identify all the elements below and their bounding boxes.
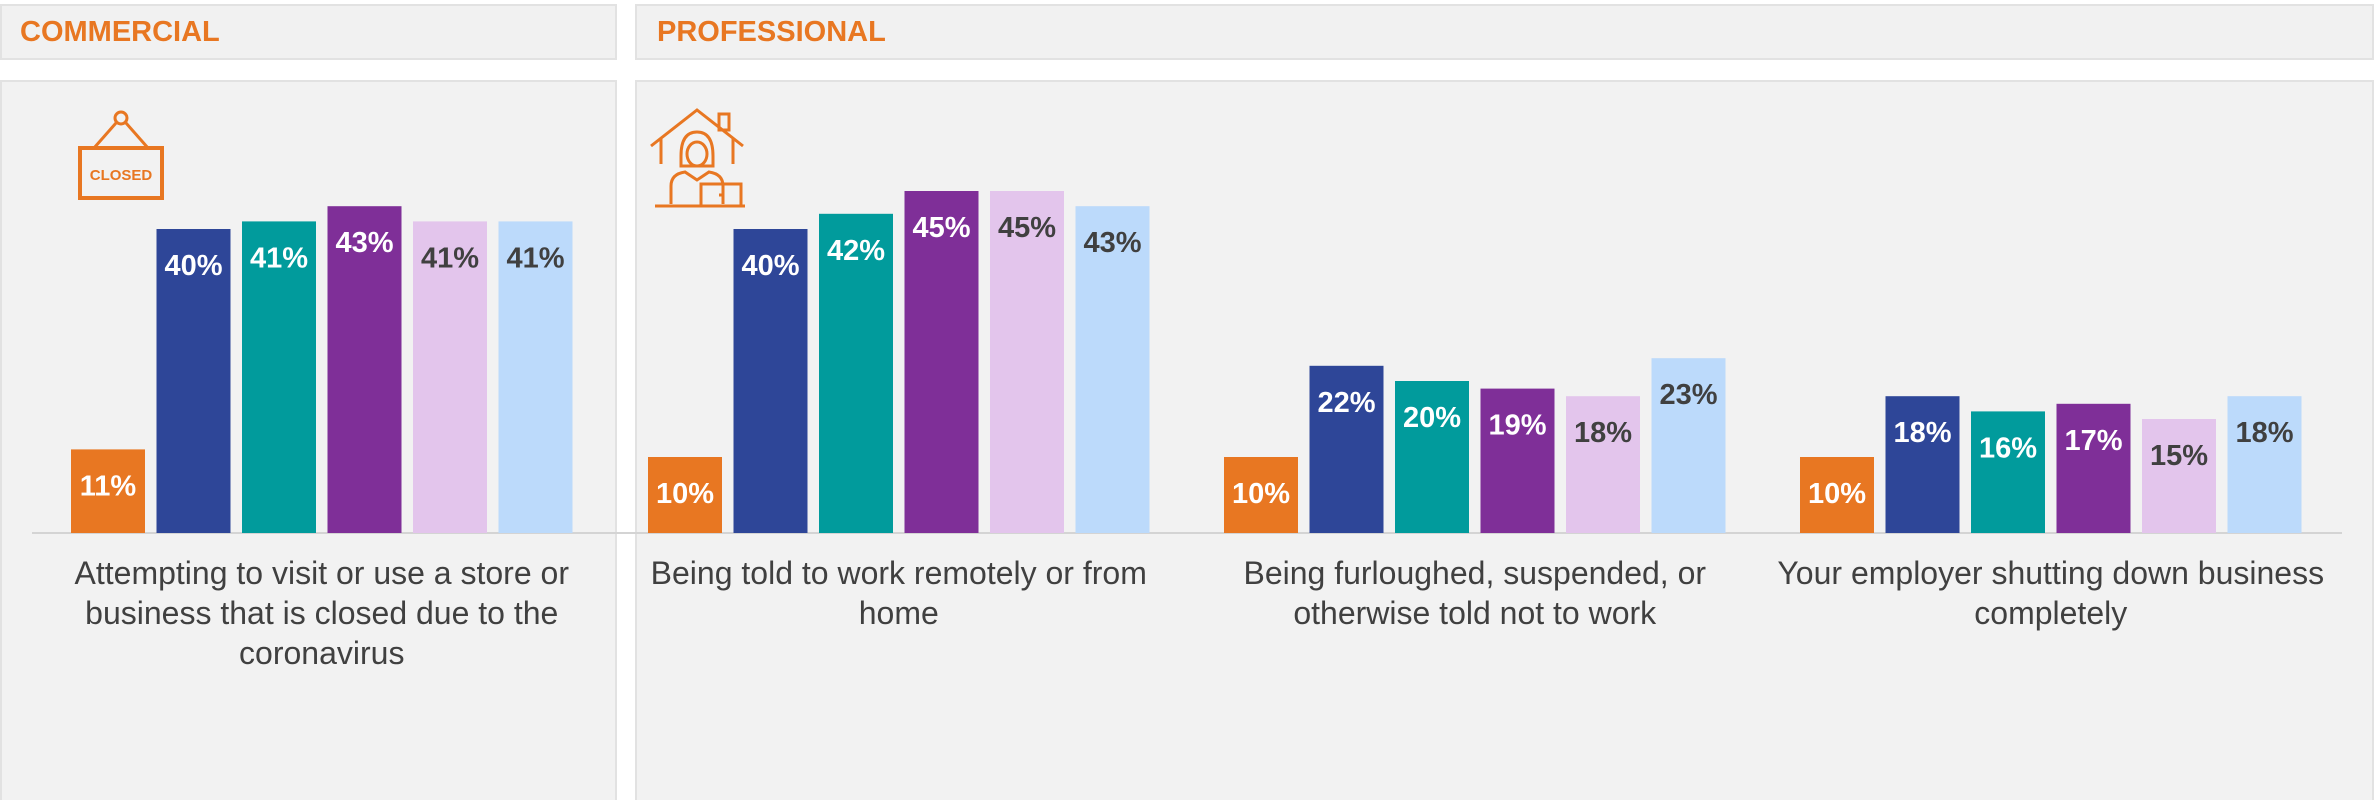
bar-value-label: 10% <box>656 478 714 510</box>
bar-value-label: 41% <box>506 242 564 274</box>
category-label: Attempting to visit or use a store or bu… <box>74 555 569 671</box>
bar-value-label: 45% <box>998 212 1056 244</box>
bar-value-label: 23% <box>1659 379 1717 411</box>
bar-value-label: 18% <box>1893 417 1951 449</box>
bar-1-4 <box>990 191 1064 533</box>
bar-1-5 <box>1075 206 1150 533</box>
bar-3-3 <box>2056 403 2131 533</box>
work-from-home-icon <box>650 108 745 208</box>
bar-value-label: 40% <box>741 250 799 282</box>
bar-0-1 <box>156 229 231 533</box>
bar-1-0 <box>648 457 722 533</box>
bar-value-label: 10% <box>1808 478 1866 510</box>
bar-value-label: 43% <box>1083 227 1141 259</box>
section-header-commercial: COMMERCIAL <box>0 4 617 60</box>
bar-value-label: 42% <box>827 235 885 267</box>
bar-3-0 <box>1800 457 1874 533</box>
bar-value-label: 18% <box>1574 417 1632 449</box>
bar-2-5 <box>1651 358 1726 533</box>
bar-value-label: 45% <box>912 212 970 244</box>
bar-3-2 <box>1971 411 2045 533</box>
bar-value-label: 15% <box>2150 440 2208 472</box>
bar-value-label: 10% <box>1232 478 1290 510</box>
bar-value-label: 20% <box>1403 402 1461 434</box>
bar-value-label: 17% <box>2064 425 2122 457</box>
bar-2-2 <box>1395 381 1469 533</box>
section-header-professional: PROFESSIONAL <box>635 4 2374 60</box>
bar-0-5 <box>498 221 573 533</box>
bar-1-3 <box>904 191 979 533</box>
bar-2-1 <box>1309 365 1384 533</box>
closed-sign-text: CLOSED <box>90 167 153 184</box>
category-label: Being told to work remotely or from home <box>650 555 1147 631</box>
bar-value-label: 18% <box>2235 417 2293 449</box>
bar-value-label: 22% <box>1317 387 1375 419</box>
bar-0-2 <box>242 221 316 533</box>
category-label: Being furloughed, suspended, or otherwis… <box>1243 555 1707 631</box>
bar-3-1 <box>1885 396 1960 533</box>
bar-0-0 <box>71 449 145 533</box>
closed-sign-icon: CLOSED <box>78 110 164 200</box>
bar-0-3 <box>327 206 402 533</box>
bar-value-label: 16% <box>1979 432 2037 464</box>
bar-value-label: 11% <box>80 470 137 502</box>
bar-3-5 <box>2227 396 2302 533</box>
bar-1-1 <box>733 229 808 533</box>
bar-2-3 <box>1480 388 1555 533</box>
bar-value-label: 41% <box>250 242 308 274</box>
bar-2-0 <box>1224 457 1298 533</box>
bar-value-label: 41% <box>421 242 479 274</box>
bar-value-label: 19% <box>1488 410 1546 442</box>
category-label: Your employer shutting down business com… <box>1777 555 2325 631</box>
bar-1-2 <box>819 213 893 534</box>
bar-value-label: 43% <box>335 227 393 259</box>
bar-value-label: 40% <box>164 250 222 282</box>
bar-0-4 <box>413 221 487 533</box>
bar-3-4 <box>2142 419 2216 533</box>
section-title-commercial: COMMERCIAL <box>20 15 220 48</box>
bar-2-4 <box>1566 396 1640 533</box>
section-title-professional: PROFESSIONAL <box>657 15 886 48</box>
